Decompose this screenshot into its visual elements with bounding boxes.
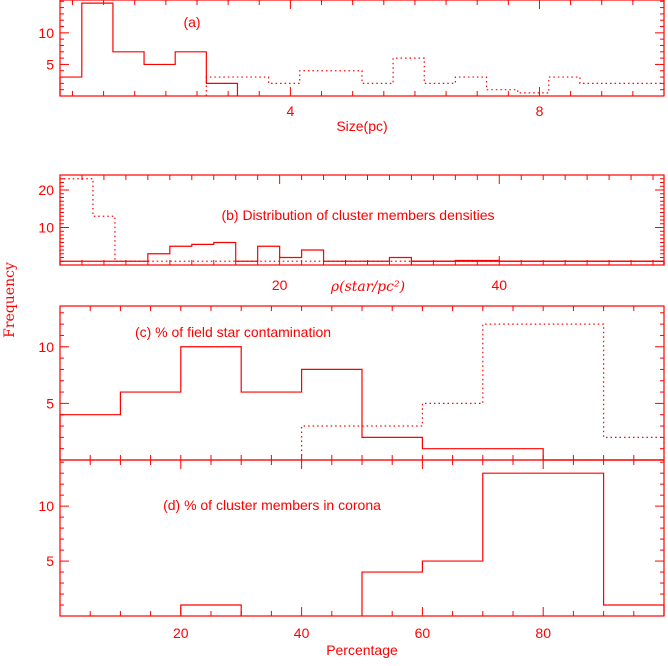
panel-d-x-tick-label: 20 [173, 625, 189, 641]
panel-a-annotation: (a) [183, 14, 200, 30]
panel-d-x-tick-label: 40 [294, 625, 310, 641]
panel-d-solid-histogram-0 [180, 604, 242, 616]
panel-c-y-tick-label: 10 [38, 339, 54, 355]
frequency-axis-label: Frequency [2, 262, 18, 338]
panel-d-x-axis-label: Percentage [326, 642, 398, 658]
panel-d-annotation: (d) % of cluster members in corona [163, 497, 381, 513]
panel-a: 5 10 4 8 Size(pc) (a) [38, 0, 665, 134]
panel-d-x-tick-label: 60 [415, 625, 431, 641]
panel-b-y-tick-label: 10 [38, 220, 54, 236]
panel-a-x-tick-label: 8 [536, 103, 544, 119]
panel-b-x-axis-label: ρ(star/pc²) [330, 279, 405, 295]
panel-b-dotted-histogram-2 [59, 178, 665, 265]
panel-b: 10 20 20 40 ρ(star/pc²) (b) Distribution of c… [38, 174, 665, 295]
panel-b-solid-histogram-0 [59, 241, 665, 265]
panel-a-x-tick-label: 4 [286, 103, 294, 119]
panel-d-x-tick-label: 80 [535, 625, 551, 641]
panel-c-y-tick-label: 5 [46, 395, 54, 411]
panel-d-y-tick-label: 10 [38, 498, 54, 514]
panel-a-solid-histogram-0 [59, 2, 239, 96]
panel-b-x-tick-label: 20 [272, 277, 288, 293]
panel-a-y-tick-label: 10 [38, 25, 54, 41]
panel-c-dotted-histogram-1 [301, 323, 665, 460]
panel-b-y-tick-label: 20 [38, 182, 54, 198]
panel-c-solid-histogram-0 [59, 346, 664, 461]
panel-d-y-tick-label: 5 [46, 553, 54, 569]
panel-b-x-tick-label: 40 [491, 277, 507, 293]
panel-a-y-tick-label: 5 [46, 56, 54, 72]
panel-a-frame [59, 0, 665, 97]
panel-c-annotation: (c) % of field star contamination [135, 324, 331, 340]
panel-d-solid-histogram-1 [361, 472, 665, 616]
panel-a-x-axis-label: Size(pc) [336, 118, 387, 134]
panel-d: 5 10 20 40 60 80 Percentage (d) % of cluster me… [38, 459, 665, 658]
panel-c: 5 10 (c) % of field star contamination [38, 305, 665, 461]
panel-b-annotation: (b) Distribution of cluster members dens… [221, 207, 494, 223]
panel-a-dotted-histogram-1 [205, 57, 665, 96]
